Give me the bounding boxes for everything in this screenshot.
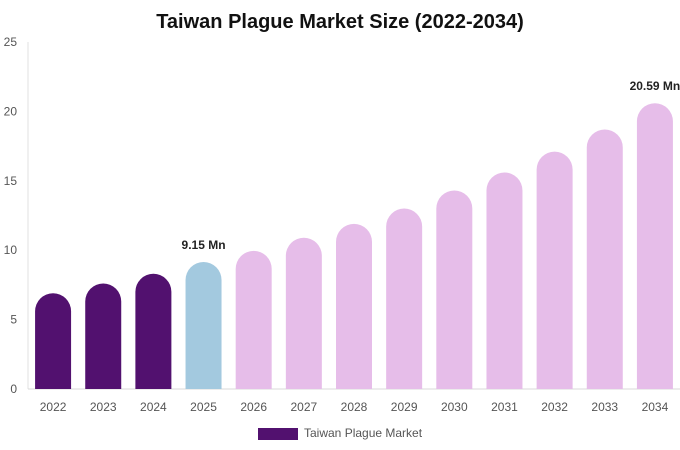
bar <box>35 293 72 389</box>
bar <box>336 223 372 389</box>
x-tick-label: 2030 <box>441 400 468 414</box>
bar <box>486 172 523 389</box>
bar <box>586 129 623 389</box>
bar <box>536 151 573 389</box>
x-tick-label: 2024 <box>140 400 167 414</box>
bar <box>185 261 222 389</box>
x-tick-label: 2023 <box>90 400 117 414</box>
y-tick-label: 0 <box>10 382 17 396</box>
legend-label: Taiwan Plague Market <box>304 426 423 440</box>
y-axis-ticks: 0 5 10 15 20 25 <box>4 35 18 396</box>
legend-swatch <box>258 428 298 440</box>
y-tick-label: 25 <box>4 35 18 49</box>
x-tick-label: 2033 <box>591 400 618 414</box>
x-tick-label: 2029 <box>391 400 418 414</box>
bar <box>636 103 673 389</box>
y-tick-label: 10 <box>4 243 18 257</box>
x-tick-label: 2034 <box>642 400 669 414</box>
bar <box>386 208 423 389</box>
x-tick-label: 2025 <box>190 400 217 414</box>
x-tick-label: 2022 <box>40 400 67 414</box>
bar <box>285 237 322 389</box>
y-tick-label: 20 <box>4 104 18 118</box>
bar <box>436 190 473 389</box>
x-tick-label: 2028 <box>341 400 368 414</box>
chart-title: Taiwan Plague Market Size (2022-2034) <box>156 11 524 33</box>
bar <box>135 273 172 389</box>
data-label: 20.59 Mn <box>630 79 680 93</box>
x-tick-label: 2032 <box>541 400 568 414</box>
y-tick-label: 5 <box>10 313 17 327</box>
bar <box>235 250 272 389</box>
bar <box>85 283 122 389</box>
x-axis-ticks: 2022 2023 2024 2025 2026 2027 2028 2029 2030 2031… <box>40 400 669 414</box>
data-label: 9.15 Mn <box>182 238 226 252</box>
legend: Taiwan Plague Market <box>258 426 423 440</box>
x-tick-label: 2031 <box>491 400 518 414</box>
x-tick-label: 2027 <box>290 400 317 414</box>
y-tick-label: 15 <box>4 174 18 188</box>
x-tick-label: 2026 <box>240 400 267 414</box>
bars-group <box>35 103 673 389</box>
data-labels-group: 9.15 Mn 20.59 Mn <box>182 79 680 252</box>
